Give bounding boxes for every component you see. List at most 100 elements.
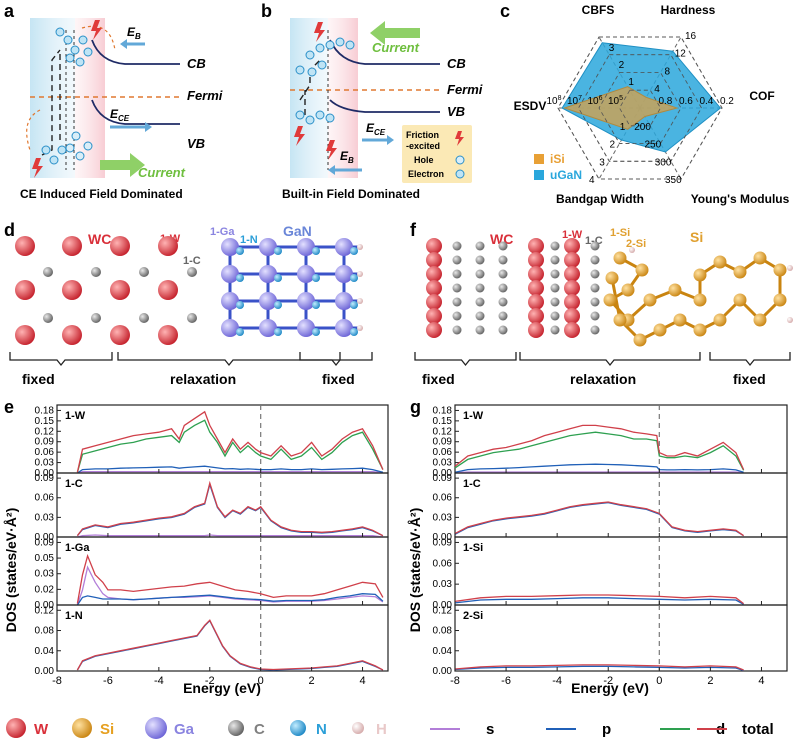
c-atom	[139, 313, 149, 323]
fermi-label: Fermi	[187, 88, 223, 103]
current-label: Current	[372, 40, 420, 55]
c-atom	[550, 325, 560, 335]
y-tick-label: 0.00	[433, 666, 453, 677]
x-tick-label: 4	[359, 675, 365, 687]
c-atom	[498, 255, 508, 265]
y-axis-label: DOS (states/eV·Å²)	[407, 508, 423, 632]
radar-tick: 1	[628, 77, 634, 88]
ga-atom	[335, 265, 353, 283]
current-arrow	[370, 21, 420, 45]
isi-area	[563, 86, 679, 130]
h-atom	[357, 298, 363, 304]
si-atom	[713, 255, 727, 269]
y-tick-label: 0.00	[433, 468, 453, 479]
vb-band	[329, 99, 440, 113]
fermi-label: Fermi	[447, 82, 483, 97]
line-legend-label: total	[742, 721, 774, 738]
y-tick-label: 0.03	[433, 579, 453, 590]
w-atom	[564, 266, 580, 282]
w-atom	[528, 266, 544, 282]
w-atom	[158, 280, 178, 300]
ga-atom	[221, 319, 239, 337]
eb-label: EB	[127, 25, 141, 41]
atom-legend-label: W	[34, 721, 49, 738]
h-atom	[357, 325, 363, 331]
fixed-left-label: fixed	[422, 371, 455, 387]
n-atom	[236, 301, 244, 309]
y-tick-label: 0.06	[433, 447, 453, 458]
ga-atom	[297, 265, 315, 283]
c-atom	[139, 267, 149, 277]
w-atom	[564, 252, 580, 268]
h-atom	[357, 244, 363, 250]
ece-arrowhead	[145, 122, 152, 132]
si2-atom-label: 2-Si	[626, 238, 646, 250]
radar-axis-label: ESDV	[514, 99, 547, 113]
dos-total-line	[454, 501, 744, 537]
panel-letter-b: b	[261, 1, 272, 21]
c-atom	[498, 325, 508, 335]
c-atom	[452, 255, 462, 265]
subplot-label: 1-W	[65, 410, 86, 422]
c-atom	[187, 267, 197, 277]
dos-p-line	[76, 482, 384, 537]
y-tick-label: 0.09	[433, 473, 453, 484]
w-atom	[426, 308, 442, 324]
y-axis-label: DOS (states/eV·Å²)	[3, 508, 19, 632]
h-atom	[629, 247, 635, 253]
subplot-label: 1-N	[65, 610, 83, 622]
c-atom	[498, 269, 508, 279]
y-tick-label: 0.03	[433, 458, 453, 469]
y-tick-label: 0.06	[35, 447, 55, 458]
y-tick-label: 0.08	[35, 626, 55, 637]
gan-label: GaN	[283, 223, 312, 239]
radar-ring-overlay	[557, 36, 723, 180]
dos-subplot-frame	[454, 604, 788, 672]
c-atom	[498, 297, 508, 307]
si-legend-atom	[72, 718, 92, 738]
c-atom	[590, 311, 600, 321]
x-tick-label: -4	[552, 675, 562, 687]
radar-axis-label: Young's Modulus	[691, 192, 790, 206]
line-legend-label: s	[486, 721, 494, 738]
fixed-right-bracket	[709, 352, 791, 367]
n-atom	[312, 274, 320, 282]
cb-label: CB	[447, 56, 466, 71]
si-atom	[693, 293, 707, 307]
radar-ring-overlay	[578, 54, 702, 162]
y-tick-label: 0.12	[433, 426, 453, 437]
w-atom	[110, 325, 130, 345]
y-tick-label: 0.12	[433, 605, 453, 616]
c-atom	[43, 267, 53, 277]
w-atom-label: 1-W	[562, 229, 583, 241]
electron-path	[81, 25, 116, 51]
radar-tick: 4	[654, 84, 660, 95]
n-atom	[350, 247, 358, 255]
si-label: Si	[690, 229, 703, 245]
si-atom	[773, 263, 787, 277]
radar-tick: 0.8	[658, 96, 672, 107]
relaxation-bracket	[117, 352, 341, 367]
h-atom	[357, 271, 363, 277]
y-tick-label: 0.12	[35, 605, 55, 616]
radar-tick: 12	[675, 49, 687, 60]
atom-legend-label: N	[316, 721, 327, 738]
y-tick-label: 0.02	[35, 584, 55, 595]
c-atom	[187, 313, 197, 323]
radar-tick: 2	[610, 140, 616, 151]
dos-total-line	[76, 619, 384, 671]
x-tick-label: -8	[450, 675, 460, 687]
y-tick-label: 0.09	[35, 437, 55, 448]
dos-subplot-frame	[56, 536, 389, 606]
dos-p-line	[76, 619, 384, 671]
electron-icon	[455, 169, 465, 179]
c-atom	[498, 311, 508, 321]
dos-subplot-frame	[454, 404, 788, 474]
ga-atom	[297, 238, 315, 256]
dos-total-line	[76, 410, 384, 473]
y-tick-label: 0.00	[35, 468, 55, 479]
ga-atom	[221, 292, 239, 310]
w-atom	[426, 266, 442, 282]
y-tick-label: 0.05	[35, 553, 55, 564]
ga-atom	[221, 265, 239, 283]
